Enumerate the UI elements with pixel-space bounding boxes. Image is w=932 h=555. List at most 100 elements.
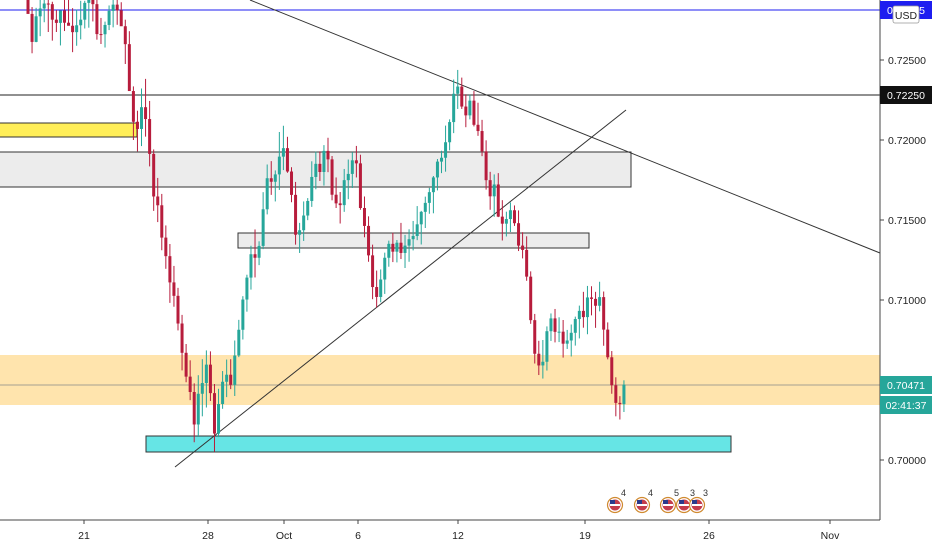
candle[interactable] xyxy=(512,205,516,226)
descending-trendline[interactable] xyxy=(249,0,881,254)
candle[interactable] xyxy=(135,110,139,152)
candle[interactable] xyxy=(123,19,127,64)
candle[interactable] xyxy=(541,340,545,379)
candle[interactable] xyxy=(188,360,192,401)
candle[interactable] xyxy=(237,319,241,358)
candle[interactable] xyxy=(427,187,431,214)
candle[interactable] xyxy=(253,229,257,278)
candle[interactable] xyxy=(358,154,362,210)
event-flag-icon[interactable]: 5 xyxy=(659,488,680,514)
candle[interactable] xyxy=(383,252,387,294)
candle[interactable] xyxy=(431,176,435,214)
candle[interactable] xyxy=(602,291,606,346)
candle[interactable] xyxy=(168,244,172,303)
candle[interactable] xyxy=(476,102,480,136)
candle[interactable] xyxy=(302,201,306,241)
candle[interactable] xyxy=(71,8,75,53)
candle[interactable] xyxy=(160,193,164,251)
candle[interactable] xyxy=(508,202,512,232)
candle[interactable] xyxy=(294,181,298,245)
candle[interactable] xyxy=(484,140,488,190)
candle[interactable] xyxy=(127,31,131,92)
candle[interactable] xyxy=(111,0,115,28)
candle[interactable] xyxy=(273,170,277,202)
candle[interactable] xyxy=(338,192,342,224)
candle[interactable] xyxy=(395,240,399,263)
candle[interactable] xyxy=(411,220,415,251)
candle[interactable] xyxy=(594,291,598,328)
event-flag-icon[interactable]: 3 xyxy=(675,488,696,514)
candle[interactable] xyxy=(468,94,472,120)
candle[interactable] xyxy=(140,88,144,147)
candle[interactable] xyxy=(245,274,249,312)
candle[interactable] xyxy=(269,161,273,195)
candle[interactable] xyxy=(144,78,148,137)
event-flag-icon[interactable]: 3 xyxy=(688,488,709,514)
candle[interactable] xyxy=(561,320,565,358)
candle[interactable] xyxy=(557,317,561,343)
candle[interactable] xyxy=(257,241,261,266)
candle[interactable] xyxy=(99,17,103,44)
candle[interactable] xyxy=(67,0,71,26)
candle[interactable] xyxy=(330,156,334,201)
candle[interactable] xyxy=(310,161,314,207)
candle[interactable] xyxy=(444,125,448,172)
candle[interactable] xyxy=(322,145,326,186)
candle[interactable] xyxy=(192,383,196,443)
candle[interactable] xyxy=(517,210,521,252)
candle[interactable] xyxy=(326,137,330,173)
candle[interactable] xyxy=(46,0,50,32)
candle[interactable] xyxy=(452,79,456,134)
candle[interactable] xyxy=(577,305,581,339)
candle[interactable] xyxy=(131,86,135,140)
candle[interactable] xyxy=(488,171,492,210)
candle[interactable] xyxy=(156,177,160,223)
candle[interactable] xyxy=(614,377,618,417)
candle[interactable] xyxy=(440,150,444,174)
candle[interactable] xyxy=(180,314,184,371)
candle[interactable] xyxy=(221,371,225,409)
candle[interactable] xyxy=(176,287,180,331)
candle[interactable] xyxy=(590,286,594,316)
event-flag-icon[interactable]: 4 xyxy=(606,488,627,514)
candle[interactable] xyxy=(529,271,533,324)
candle[interactable] xyxy=(265,164,269,215)
candle[interactable] xyxy=(407,229,411,262)
candle[interactable] xyxy=(91,0,95,22)
candle[interactable] xyxy=(460,77,464,109)
candle[interactable] xyxy=(225,359,229,398)
candle[interactable] xyxy=(200,359,204,417)
candle[interactable] xyxy=(549,313,553,341)
candle[interactable] xyxy=(350,152,354,188)
candle[interactable] xyxy=(480,119,484,157)
candle[interactable] xyxy=(196,375,200,436)
price-axis[interactable] xyxy=(880,0,932,550)
candle[interactable] xyxy=(184,344,188,383)
candle[interactable] xyxy=(415,206,419,241)
candle[interactable] xyxy=(298,222,302,253)
candle[interactable] xyxy=(79,0,83,40)
candle[interactable] xyxy=(533,313,537,364)
candle[interactable] xyxy=(30,7,34,54)
candle[interactable] xyxy=(107,5,111,31)
candle[interactable] xyxy=(38,0,42,37)
candle[interactable] xyxy=(545,326,549,371)
candle[interactable] xyxy=(585,285,589,335)
candle[interactable] xyxy=(83,0,87,29)
candle[interactable] xyxy=(423,196,427,228)
candle[interactable] xyxy=(249,245,253,290)
candle[interactable] xyxy=(212,384,216,452)
candle[interactable] xyxy=(281,125,285,171)
candle[interactable] xyxy=(399,222,403,260)
candle[interactable] xyxy=(500,200,504,241)
candle[interactable] xyxy=(569,324,573,357)
candle[interactable] xyxy=(537,340,541,376)
candle[interactable] xyxy=(172,265,176,307)
candle[interactable] xyxy=(34,7,38,43)
candle[interactable] xyxy=(318,151,322,181)
candle[interactable] xyxy=(618,396,622,420)
candle[interactable] xyxy=(285,136,289,173)
candle[interactable] xyxy=(229,359,233,390)
candle[interactable] xyxy=(261,192,265,250)
candle[interactable] xyxy=(346,159,350,200)
